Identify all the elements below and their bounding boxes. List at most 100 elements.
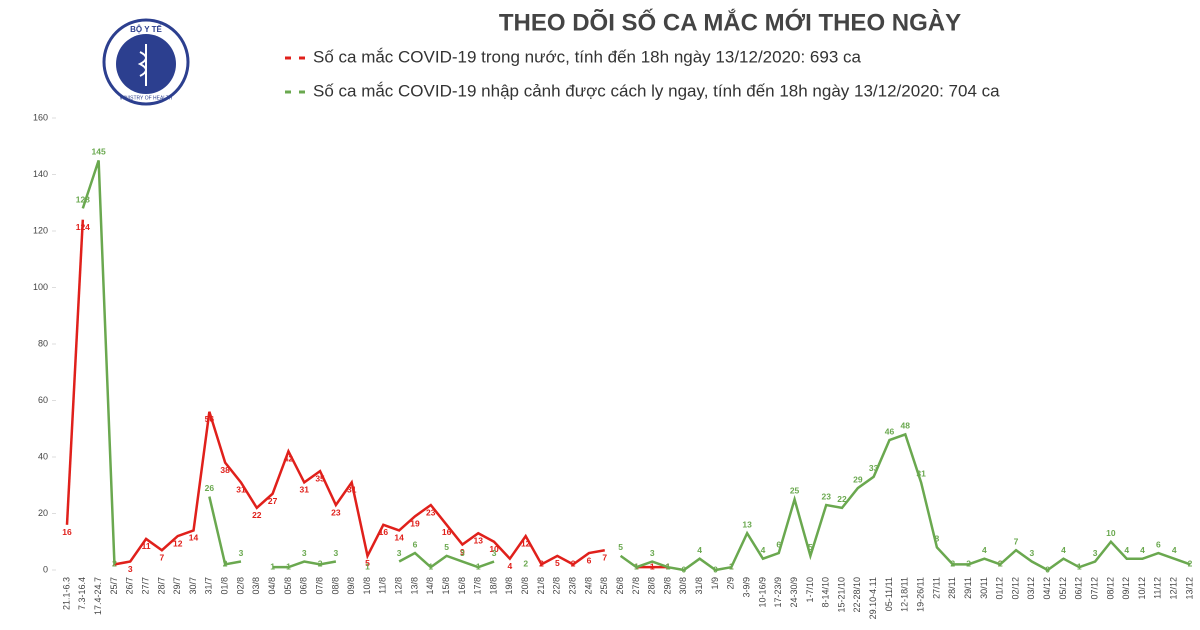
data-label: 3 (460, 548, 465, 558)
data-label: 12 (521, 538, 531, 548)
x-tick-label: 10-16/9 (757, 577, 767, 608)
data-label: 56 (205, 414, 215, 424)
data-label: 1 (650, 561, 655, 571)
x-tick-label: 05/12 (1058, 577, 1068, 600)
data-label: 4 (1061, 545, 1066, 555)
data-label: 2 (966, 559, 971, 569)
data-label: 4 (1124, 545, 1129, 555)
x-tick-label: 09/8 (346, 577, 356, 595)
data-label: 27 (268, 496, 278, 506)
x-tick-label: 21.1-6.3 (61, 577, 71, 610)
data-label: 1 (428, 561, 433, 571)
x-tick-label: 8-14/10 (821, 577, 831, 608)
data-label: 5 (555, 558, 560, 568)
data-label: 3 (128, 564, 133, 574)
data-label: 145 (92, 147, 106, 157)
data-label: 5 (365, 558, 370, 568)
data-label: 11 (142, 541, 151, 551)
logo-top: BỘ Y TẾ (130, 24, 162, 34)
logo-bottom: MINISTRY OF HEALTH (120, 95, 173, 101)
data-label: 23 (821, 491, 831, 501)
data-label: 0 (713, 564, 718, 574)
x-tick-label: 03/8 (251, 577, 261, 595)
data-label: 13 (742, 520, 752, 530)
data-label: 10 (1106, 528, 1116, 538)
data-label: 23 (426, 507, 436, 517)
x-tick-label: 12-18/11 (900, 577, 910, 612)
data-label: 10 (489, 544, 499, 554)
data-label: 35 (315, 473, 325, 483)
data-label: 19 (410, 519, 420, 529)
y-tick-label: 140 (33, 169, 48, 179)
data-label: 7 (602, 552, 607, 562)
x-tick-label: 27/7 (140, 577, 150, 595)
data-label: 16 (442, 527, 452, 537)
x-tick-label: 10/8 (362, 577, 372, 595)
x-tick-label: 12/12 (1169, 577, 1179, 600)
x-tick-label: 31/7 (204, 577, 214, 595)
y-tick-label: 80 (38, 338, 48, 348)
x-tick-label: 02/12 (1010, 577, 1020, 600)
data-label: 16 (62, 527, 72, 537)
y-tick-label: 60 (38, 395, 48, 405)
x-tick-label: 31/8 (694, 577, 704, 595)
x-tick-label: 18/8 (488, 577, 498, 595)
data-label: 3 (397, 548, 402, 558)
x-tick-label: 1-7/10 (805, 577, 815, 603)
x-tick-label: 12/8 (394, 577, 404, 595)
data-label: 128 (76, 195, 90, 205)
y-tick-label: 0 (43, 564, 48, 574)
data-label: 3 (1029, 548, 1034, 558)
data-label: 25 (790, 486, 800, 496)
data-label: 4 (982, 545, 987, 555)
series-line (81, 159, 116, 565)
data-label: 4 (1172, 545, 1177, 555)
data-label: 6 (776, 539, 781, 549)
x-tick-label: 06/8 (299, 577, 309, 595)
data-label: 22 (837, 494, 847, 504)
data-label: 46 (885, 426, 895, 436)
x-tick-label: 19/8 (504, 577, 514, 595)
x-tick-label: 05/8 (283, 577, 293, 595)
x-tick-label: 05-11/11 (884, 577, 894, 611)
data-label: 6 (587, 555, 592, 565)
x-tick-label: 14/8 (425, 577, 435, 595)
data-label: 33 (869, 463, 879, 473)
data-label: 3 (334, 548, 339, 558)
data-label: 4 (1140, 545, 1145, 555)
data-label: 2 (950, 559, 955, 569)
x-tick-label: 22/8 (552, 577, 562, 595)
data-label: 7 (160, 552, 165, 562)
x-tick-label: 09/12 (1121, 577, 1131, 600)
x-tick-label: 3-9/9 (742, 577, 752, 598)
x-tick-label: 25/8 (599, 577, 609, 595)
data-label: 5 (618, 542, 623, 552)
data-label: 13 (474, 536, 484, 546)
data-label: 1 (365, 561, 370, 571)
x-tick-label: 29.10-4.11 (868, 577, 878, 619)
y-tick-label: 20 (38, 508, 48, 518)
x-tick-label: 24-30/9 (789, 577, 799, 608)
chart-title: THEO DÕI SỐ CA MẮC MỚI THEO NGÀY (499, 8, 961, 36)
data-label: 8 (935, 534, 940, 544)
data-label: 48 (901, 421, 911, 431)
data-label: 2 (523, 559, 528, 569)
series-line (114, 411, 605, 567)
x-tick-label: 29/11 (963, 577, 973, 599)
data-label: 3 (1093, 548, 1098, 558)
x-tick-label: 10/12 (1137, 577, 1147, 600)
data-label: 1 (286, 561, 291, 571)
data-label: 0 (681, 564, 686, 574)
x-tick-label: 7.3-16.4 (77, 577, 87, 610)
x-tick-label: 2/9 (726, 577, 736, 590)
data-label: 2 (1188, 559, 1193, 569)
data-label: 22 (252, 510, 262, 520)
data-label: 3 (302, 548, 307, 558)
x-tick-label: 1/9 (710, 577, 720, 590)
data-label: 4 (508, 561, 513, 571)
x-tick-label: 16/8 (457, 577, 467, 595)
data-label: 6 (413, 539, 418, 549)
x-tick-label: 17-23/9 (773, 577, 783, 608)
x-tick-label: 20/8 (520, 577, 530, 595)
